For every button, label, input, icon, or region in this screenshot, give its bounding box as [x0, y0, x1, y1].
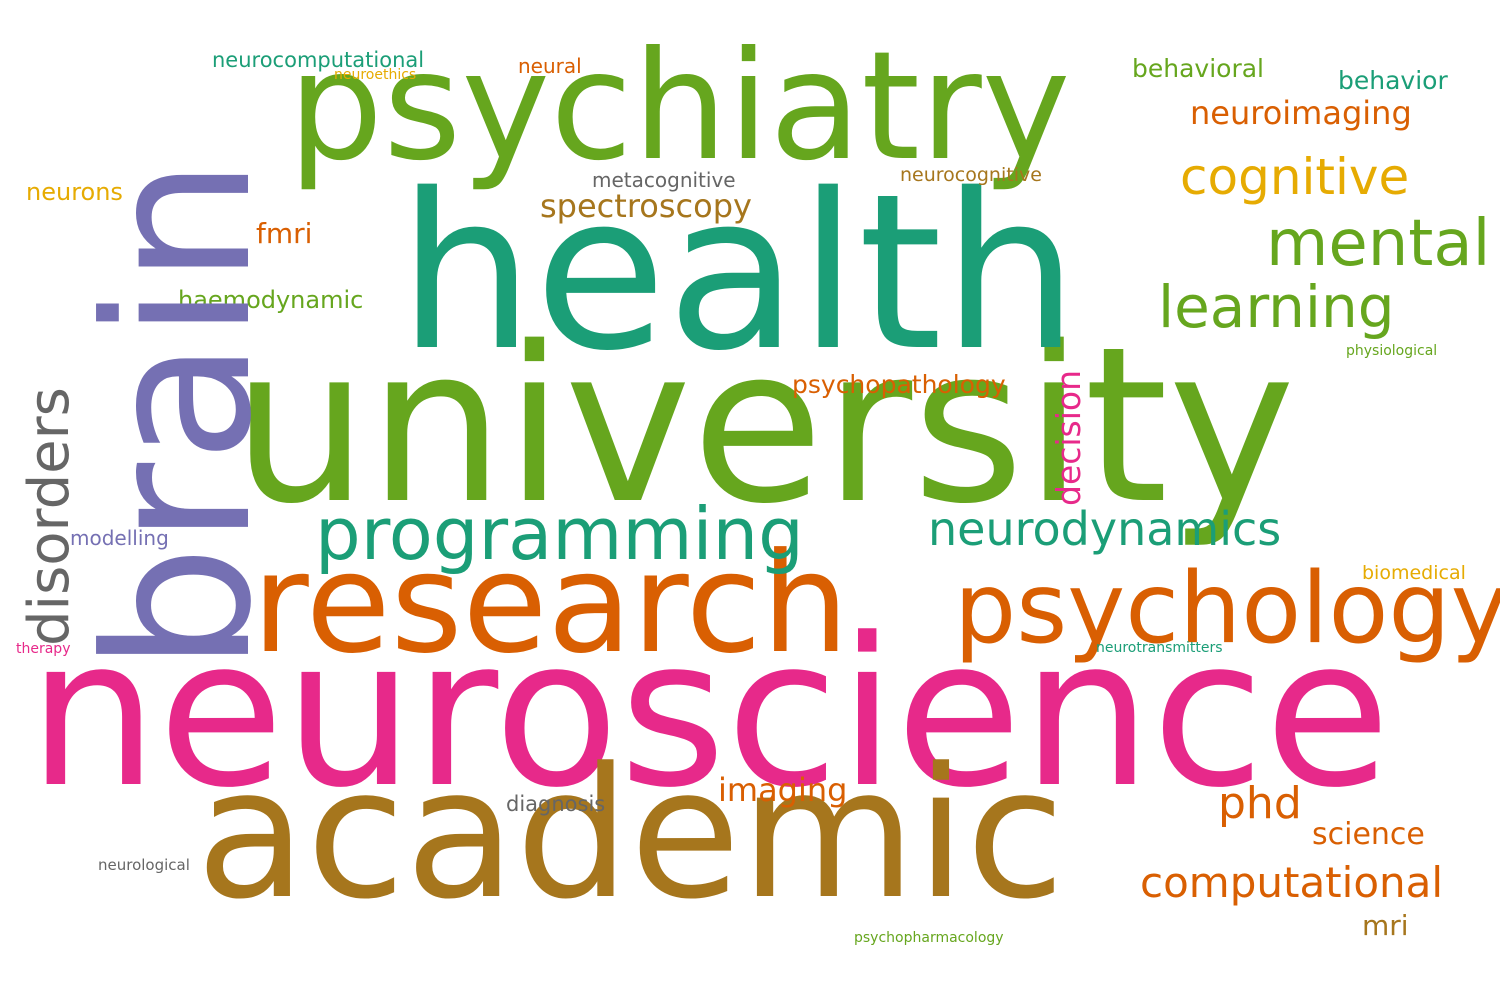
word-neurodynamics: neurodynamics	[928, 502, 1282, 556]
word-university: university	[232, 300, 1296, 551]
word-metacognitive: metacognitive	[592, 168, 736, 192]
word-cognitive: cognitive	[1180, 148, 1410, 206]
word-disorders: disorders	[17, 387, 82, 646]
word-imaging: imaging	[718, 771, 848, 809]
word-therapy: therapy	[16, 641, 71, 657]
word-neurological: neurological	[98, 856, 190, 874]
word-neurons: neurons	[26, 178, 123, 206]
word-neural: neural	[518, 54, 582, 78]
word-brain: brain	[63, 157, 296, 672]
word-neuroethics: neuroethics	[334, 67, 417, 83]
word-science: science	[1312, 817, 1425, 852]
word-health: health	[398, 147, 1079, 398]
word-haemodynamic: haemodynamic	[178, 286, 364, 314]
word-computational: computational	[1140, 858, 1444, 907]
word-neuroscience: neuroscience	[28, 595, 1391, 833]
word-psychiatry: psychiatry	[288, 20, 1071, 194]
word-diagnosis: diagnosis	[506, 792, 606, 816]
word-physiological: physiological	[1346, 343, 1438, 359]
word-neurocognitive: neurocognitive	[900, 164, 1042, 186]
word-psychopharmacology: psychopharmacology	[854, 930, 1004, 946]
word-fmri: fmri	[256, 217, 313, 250]
word-psychopathology: psychopathology	[792, 370, 1006, 399]
word-mri: mri	[1362, 909, 1409, 942]
word-mental: mental	[1266, 207, 1491, 281]
word-neuroimaging: neuroimaging	[1190, 94, 1412, 132]
word-learning: learning	[1158, 273, 1395, 341]
word-academic: academic	[196, 730, 1065, 939]
word-spectroscopy: spectroscopy	[540, 187, 752, 225]
word-biomedical: biomedical	[1362, 562, 1466, 584]
word-behavior: behavior	[1338, 66, 1448, 95]
word-modelling: modelling	[70, 526, 169, 550]
word-decision: decision	[1049, 369, 1088, 506]
word-programming: programming	[315, 492, 804, 576]
word-behavioral: behavioral	[1132, 54, 1264, 83]
word-research: research	[252, 523, 850, 684]
word-neurocomputational: neurocomputational	[212, 48, 425, 72]
word-phd: phd	[1218, 778, 1302, 829]
word-neurotransmitters: neurotransmitters	[1096, 640, 1223, 656]
word-psychology: psychology	[954, 552, 1500, 666]
